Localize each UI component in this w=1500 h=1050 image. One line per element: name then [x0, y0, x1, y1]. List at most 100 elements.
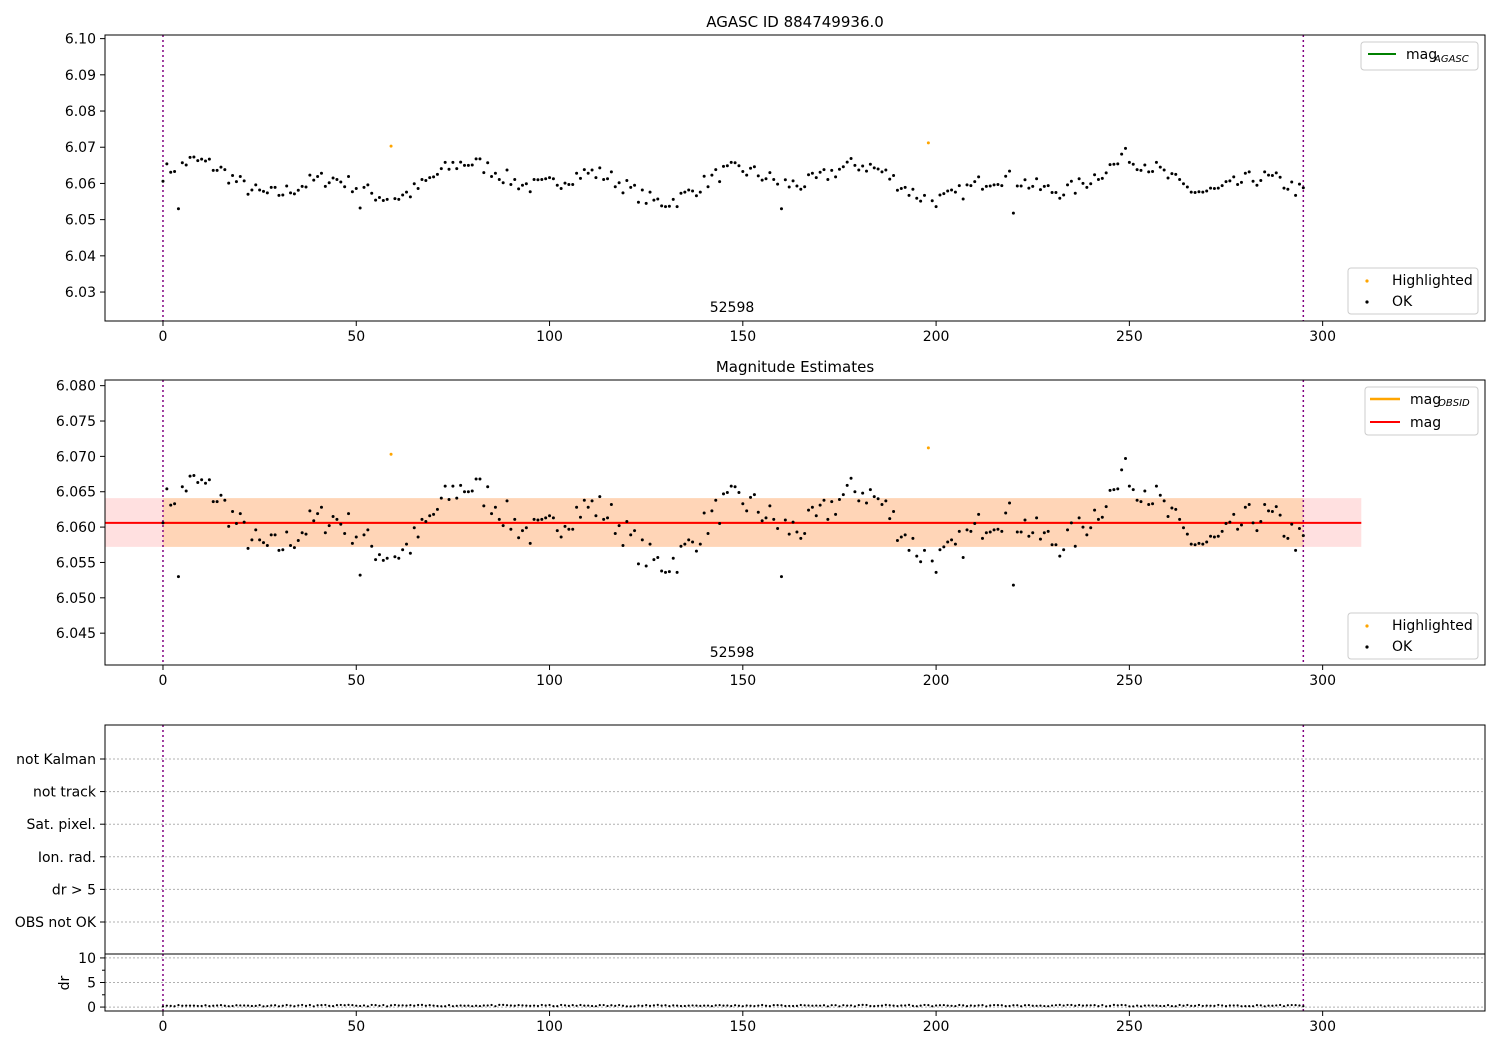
dr-point — [370, 1003, 373, 1007]
p1-point-ok — [1205, 189, 1209, 193]
dr-point — [784, 1004, 787, 1008]
dr-point — [606, 1004, 609, 1008]
p1-point-ok — [845, 160, 849, 164]
p1-point-ok — [1216, 186, 1220, 190]
p1-point-ok — [1066, 183, 1070, 187]
p2-point-ok — [1170, 506, 1174, 510]
dr-point — [799, 1003, 802, 1007]
p2-xtick-label-200: 200 — [923, 673, 950, 689]
p1-point-ok — [830, 168, 834, 172]
p1-point-ok — [826, 177, 830, 181]
dr-point — [602, 1003, 605, 1007]
p2-point-ok — [1255, 529, 1259, 533]
dr-point — [1193, 1004, 1197, 1007]
p2-point-ok — [1278, 513, 1282, 517]
p1-point-ok — [714, 168, 718, 172]
dr-point — [393, 1003, 397, 1007]
dr-point — [451, 1005, 454, 1008]
dr-point — [1267, 1004, 1270, 1007]
p2-point-ok — [861, 491, 865, 495]
p1-point-ok — [1154, 160, 1158, 164]
p1-point-ok — [571, 183, 575, 187]
p2-point-ok — [296, 539, 300, 543]
p2-point-ok — [590, 499, 594, 503]
p1-point-ok — [265, 191, 269, 195]
p1-point-ok — [849, 156, 853, 160]
p2-point-ok — [401, 548, 405, 552]
dr-point — [857, 1003, 860, 1007]
p1-point-ok — [779, 207, 783, 211]
p2-point-ok — [745, 509, 749, 513]
dr-point — [397, 1004, 400, 1007]
legend-ok-label: OK — [1392, 294, 1413, 310]
p1-point-ok — [1232, 175, 1236, 179]
dr-point — [266, 1004, 269, 1008]
p2-point-ok — [845, 483, 849, 487]
flag-label: Ion. rad. — [38, 850, 96, 866]
p1-point-ok — [698, 190, 702, 194]
dr-point — [834, 1004, 837, 1007]
p1-point-ok — [1100, 176, 1104, 180]
dr-point — [447, 1004, 451, 1007]
p2-point-ok — [621, 543, 625, 547]
p2-point-ok — [1004, 511, 1008, 515]
dr-point — [177, 1003, 180, 1007]
p1-point-ok — [242, 179, 246, 183]
p2-point-ok — [694, 549, 698, 553]
dr-point — [1259, 1004, 1262, 1007]
p2-point-ok — [204, 481, 208, 485]
dr-point — [216, 1004, 219, 1007]
dr-point — [188, 1004, 192, 1007]
dr-point — [718, 1004, 721, 1007]
p1-point-ok — [911, 187, 915, 191]
p1-point-ok — [188, 155, 192, 159]
p1-point-ok — [1004, 174, 1008, 178]
dr-point — [853, 1005, 857, 1008]
dr-point — [1302, 1005, 1305, 1008]
dr-point — [915, 1005, 918, 1008]
p1-point-ok — [300, 184, 304, 188]
dr-point — [1244, 1005, 1247, 1008]
dr-point — [304, 1004, 308, 1007]
p1-point-ok — [965, 183, 969, 187]
p1-point-ok — [1181, 182, 1185, 186]
p2-point-ok — [173, 502, 177, 506]
dr-point — [347, 1003, 350, 1006]
p1-point-ok — [756, 174, 760, 178]
dr-point — [486, 1004, 489, 1007]
legend2-highlighted-marker — [1365, 624, 1369, 628]
p2-point-ok — [702, 511, 706, 515]
p1-point-ok — [200, 157, 204, 161]
p2-point-ok — [482, 504, 486, 508]
dr-point — [621, 1004, 625, 1007]
p2-point-ok — [841, 493, 845, 497]
p2-point-ok — [768, 504, 772, 508]
dr-point — [1027, 1003, 1030, 1007]
dr-point — [641, 1004, 644, 1007]
p1-point-ok — [563, 181, 567, 185]
p2-point-ok — [818, 503, 822, 507]
p1-point-ok — [412, 182, 416, 186]
dr-point — [757, 1004, 760, 1007]
p2-ytick-label-6.075: 6.075 — [56, 414, 96, 430]
p2-point-ok — [721, 492, 725, 496]
p1-point-ok — [540, 177, 544, 181]
p2-point-ok — [698, 542, 702, 546]
dr-point — [842, 1004, 845, 1007]
p2-point-ok — [1189, 542, 1193, 546]
p1-point-ok — [903, 185, 907, 189]
dr-point — [614, 1004, 617, 1007]
p2-point-ok — [1077, 516, 1081, 520]
p2-point-ok — [366, 528, 370, 532]
p2-point-ok — [667, 570, 671, 574]
p4-xtick-label-0: 0 — [159, 1019, 168, 1035]
p2-point-ok — [292, 546, 296, 550]
dr-point — [1023, 1004, 1027, 1007]
dr-point — [301, 1003, 304, 1007]
dr-point — [730, 1004, 733, 1008]
p1-point-ok — [377, 196, 381, 200]
p1-point-ok — [791, 179, 795, 183]
p2-point-ok — [405, 542, 409, 546]
p1-point-ok — [393, 197, 397, 201]
p2-ytick-label-6.06: 6.060 — [56, 520, 96, 536]
